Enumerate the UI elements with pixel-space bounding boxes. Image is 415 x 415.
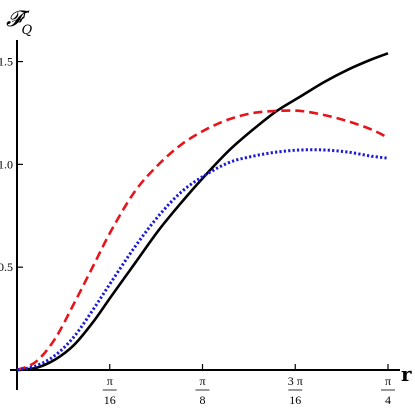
x-tick-denominator-2: 16	[289, 393, 301, 407]
x-ticks: π 16 π 8 3 π 16 π 4	[102, 364, 395, 407]
series-line-2	[16, 148, 389, 372]
x-tick-numerator-3: π	[385, 374, 391, 388]
x-tick-denominator-3: 4	[385, 393, 391, 407]
series-line-1	[16, 109, 389, 372]
series-line-0	[16, 52, 389, 372]
series-group	[16, 52, 389, 372]
y-tick-label-1: 1.0	[0, 157, 13, 171]
y-axis-label: 𝓕r Q	[6, 7, 32, 38]
x-tick-numerator-1: π	[199, 374, 205, 388]
x-tick-denominator-0: 16	[104, 393, 116, 407]
x-tick-numerator-0: π	[107, 374, 113, 388]
x-axis-label: r	[401, 362, 412, 386]
axes	[10, 40, 400, 390]
x-tick-denominator-1: 8	[200, 393, 206, 407]
y-tick-label-0: 0.5	[0, 260, 13, 274]
x-tick-numerator-2: 3 π	[288, 374, 303, 388]
y-tick-label-2: 1.5	[0, 55, 13, 69]
y-ticks: 0.5 1.0 1.5	[0, 55, 23, 274]
